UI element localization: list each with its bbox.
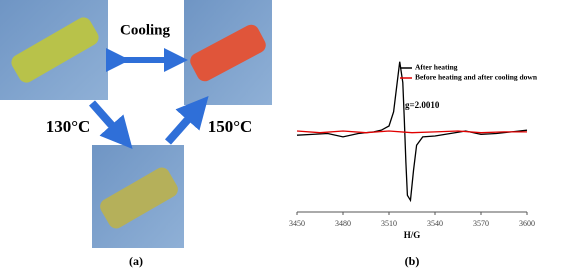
annotation: g=2.0010 <box>405 100 440 110</box>
x-tick-label: 3540 <box>427 219 443 228</box>
x-tick-label: 3600 <box>519 219 535 228</box>
temp-label: 130°C <box>46 117 91 136</box>
legend-label: Before heating and after cooling down <box>415 73 538 82</box>
x-axis-title: H/G <box>404 230 421 240</box>
x-tick-label: 3450 <box>289 219 305 228</box>
series-line <box>296 61 528 203</box>
cooling-label: Cooling <box>120 22 171 38</box>
panel-label: (b) <box>405 254 420 268</box>
series-line <box>296 130 527 134</box>
temp-label: 150°C <box>208 117 253 136</box>
photo-bottom <box>92 145 184 248</box>
x-tick-label: 3570 <box>473 219 489 228</box>
legend-label: After heating <box>415 63 458 72</box>
x-tick-label: 3480 <box>335 219 351 228</box>
arrow <box>165 96 209 145</box>
arrow <box>89 100 133 149</box>
photo-left <box>0 0 108 100</box>
panel-label: (a) <box>129 254 143 268</box>
photo-right <box>184 0 272 105</box>
x-tick-label: 3510 <box>381 219 397 228</box>
